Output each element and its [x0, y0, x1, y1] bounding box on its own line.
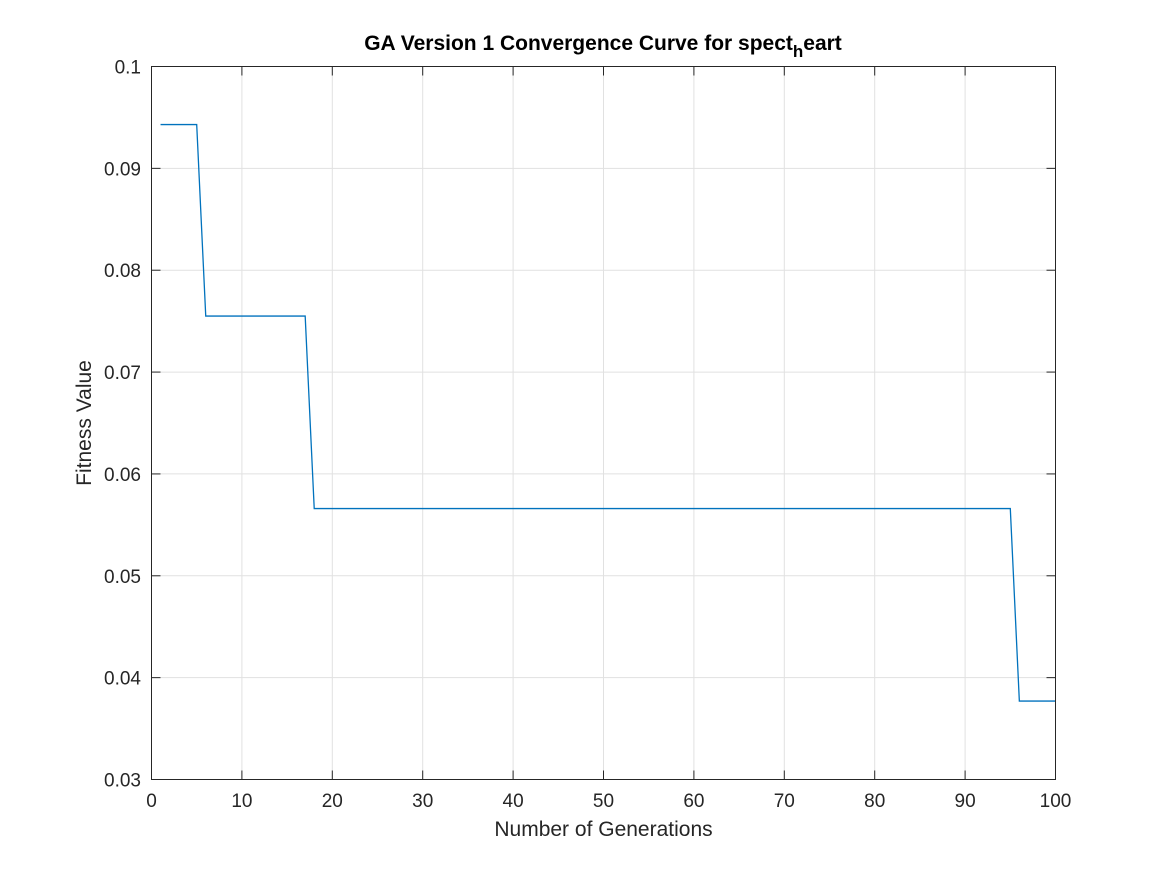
- x-tick-label: 40: [503, 791, 524, 812]
- y-tick-labels: 0.03 0.04 0.05 0.06 0.07 0.08 0.09 0.1: [104, 58, 141, 792]
- x-tick-label: 100: [1040, 791, 1072, 812]
- x-tick-label: 80: [864, 791, 885, 812]
- x-axis-label: Number of Generations: [494, 818, 712, 841]
- x-tick-label: 30: [412, 791, 433, 812]
- y-tick-label: 0.06: [104, 465, 141, 486]
- chart-title: GA Version 1 Convergence Curve for spect…: [364, 32, 842, 61]
- y-tick-label: 0.07: [104, 363, 141, 384]
- y-tick-label: 0.03: [104, 771, 141, 792]
- y-tick-label: 0.09: [104, 159, 141, 180]
- x-tick-label: 50: [593, 791, 614, 812]
- x-tick-label: 0: [146, 791, 157, 812]
- tick-marks: [151, 66, 1056, 780]
- x-tick-label: 10: [231, 791, 252, 812]
- chart-title-suffix: eart: [803, 32, 842, 55]
- series-line: [160, 123, 1056, 702]
- y-tick-label: 0.08: [104, 261, 141, 282]
- x-tick-labels: 0 10 20 30 40 50 60 70 80 90 100: [146, 791, 1071, 812]
- x-tick-label: 20: [322, 791, 343, 812]
- y-tick-label: 0.1: [115, 58, 141, 79]
- x-tick-label: 90: [955, 791, 976, 812]
- y-tick-label: 0.04: [104, 669, 141, 690]
- chart-title-main: GA Version 1 Convergence Curve for spect: [364, 32, 793, 55]
- x-tick-label: 70: [774, 791, 795, 812]
- x-tick-label: 60: [683, 791, 704, 812]
- y-tick-label: 0.05: [104, 567, 141, 588]
- grid-lines: [151, 66, 1056, 780]
- y-axis-label: Fitness Value: [73, 360, 96, 486]
- chart-title-subscript: h: [793, 42, 803, 61]
- series-layer: [160, 123, 1056, 702]
